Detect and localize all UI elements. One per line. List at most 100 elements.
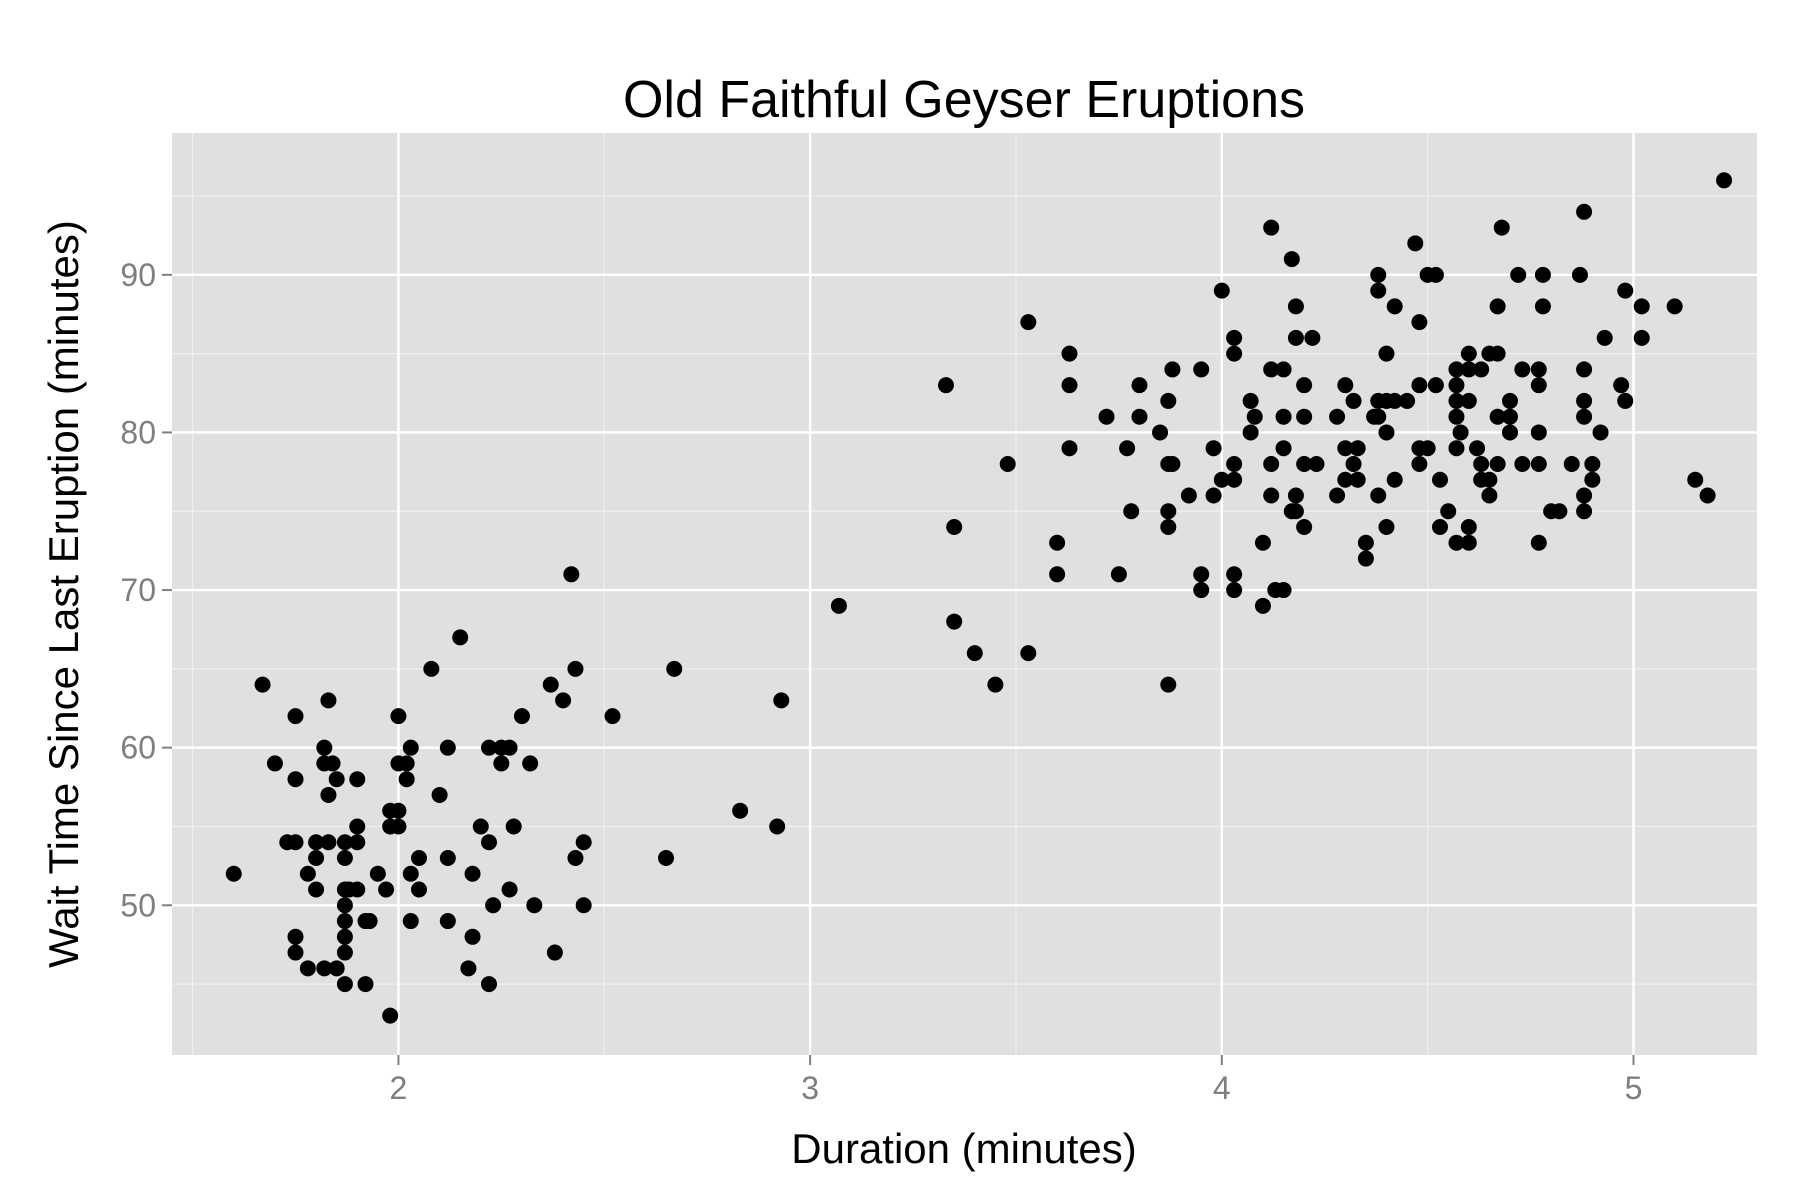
- data-point: [1345, 455, 1362, 472]
- data-point: [1386, 298, 1403, 315]
- data-point: [402, 865, 419, 882]
- data-point: [1329, 487, 1346, 504]
- data-point: [1576, 487, 1593, 504]
- data-point: [513, 708, 530, 725]
- data-point: [1110, 566, 1127, 583]
- data-point: [1226, 329, 1243, 346]
- data-point: [287, 944, 304, 961]
- data-point: [460, 960, 477, 977]
- data-point: [1596, 329, 1613, 346]
- data-point: [1571, 266, 1588, 283]
- data-point: [1263, 219, 1280, 236]
- data-point: [575, 834, 592, 851]
- x-axis-title: Duration (minutes): [791, 1125, 1136, 1172]
- data-point: [328, 960, 345, 977]
- data-point: [1337, 377, 1354, 394]
- data-point: [1530, 424, 1547, 441]
- data-point: [481, 976, 497, 993]
- y-tick-label: 60: [120, 730, 156, 766]
- data-point: [522, 755, 539, 772]
- data-point: [1020, 314, 1037, 331]
- data-point: [1213, 471, 1230, 488]
- data-point: [1226, 471, 1243, 488]
- data-point: [1407, 235, 1424, 252]
- y-tick-label: 70: [120, 572, 156, 608]
- data-point: [830, 597, 847, 614]
- data-point: [1514, 361, 1531, 378]
- data-point: [299, 960, 316, 977]
- data-point: [254, 676, 271, 693]
- data-point: [266, 755, 283, 772]
- data-point: [1448, 534, 1465, 551]
- data-point: [1226, 582, 1243, 599]
- data-point: [316, 739, 333, 756]
- data-point: [1576, 408, 1593, 425]
- data-point: [1287, 487, 1304, 504]
- data-point: [1633, 329, 1650, 346]
- y-tick-label: 80: [120, 414, 156, 450]
- data-point: [1296, 519, 1313, 536]
- data-point: [1501, 408, 1518, 425]
- data-point: [1617, 392, 1634, 409]
- data-point: [1119, 440, 1136, 457]
- data-point: [999, 455, 1016, 472]
- data-point: [1419, 440, 1436, 457]
- data-point: [320, 692, 337, 709]
- x-tick-labels: 2 3 4 5: [390, 1070, 1643, 1106]
- data-point: [1530, 455, 1547, 472]
- data-point: [567, 849, 584, 866]
- data-point: [1576, 361, 1593, 378]
- data-point: [542, 676, 559, 693]
- data-point: [1131, 408, 1148, 425]
- data-point: [481, 834, 497, 851]
- x-tick-label: 2: [390, 1070, 408, 1106]
- data-point: [1448, 361, 1465, 378]
- data-point: [1275, 408, 1292, 425]
- data-point: [1160, 676, 1177, 693]
- data-point: [1592, 424, 1609, 441]
- data-point: [1205, 440, 1222, 457]
- data-point: [493, 755, 510, 772]
- data-point: [1296, 408, 1313, 425]
- data-point: [1357, 534, 1374, 551]
- data-point: [1275, 582, 1292, 599]
- data-point: [658, 849, 675, 866]
- data-point: [349, 771, 366, 788]
- data-point: [1633, 298, 1650, 315]
- data-point: [1617, 282, 1634, 299]
- data-point: [1246, 408, 1263, 425]
- data-point: [349, 881, 366, 898]
- data-point: [1254, 597, 1271, 614]
- data-point: [369, 865, 386, 882]
- data-point: [464, 865, 481, 882]
- data-point: [1287, 329, 1304, 346]
- data-point: [1427, 266, 1444, 283]
- data-point: [452, 629, 469, 646]
- data-point: [1563, 455, 1580, 472]
- data-point: [464, 928, 481, 945]
- data-point: [316, 960, 333, 977]
- data-point: [1123, 503, 1140, 520]
- data-point: [946, 613, 963, 630]
- data-point: [485, 897, 502, 914]
- y-tick-label: 90: [120, 257, 156, 293]
- data-point: [966, 645, 983, 662]
- data-point: [1193, 566, 1210, 583]
- data-point: [1193, 582, 1210, 599]
- data-point: [1448, 440, 1465, 457]
- data-point: [390, 818, 407, 835]
- data-point: [1357, 550, 1374, 567]
- data-point: [1460, 392, 1477, 409]
- data-point: [1263, 455, 1280, 472]
- data-point: [1061, 377, 1078, 394]
- data-point: [299, 865, 316, 882]
- data-point: [1049, 566, 1066, 583]
- data-point: [1432, 471, 1448, 488]
- data-point: [1501, 392, 1518, 409]
- data-point: [1534, 266, 1551, 283]
- data-point: [1160, 503, 1177, 520]
- data-point: [1440, 503, 1457, 520]
- data-point: [1534, 298, 1551, 315]
- data-point: [1180, 487, 1197, 504]
